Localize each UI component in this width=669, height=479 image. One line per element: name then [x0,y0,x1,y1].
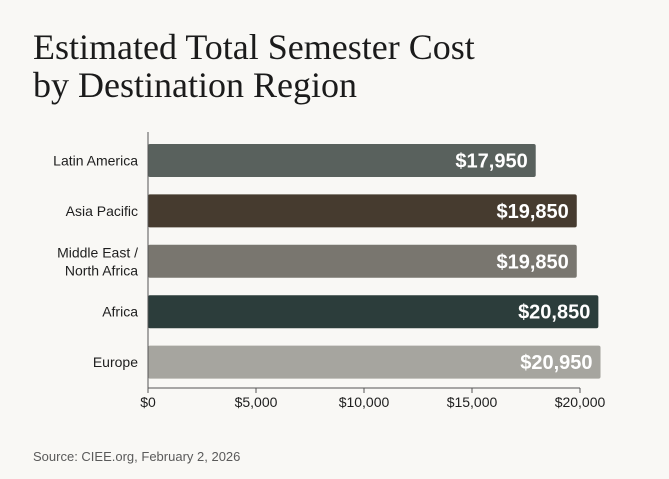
bar [148,194,577,228]
bar [148,244,577,278]
category-label: Europe [93,354,138,370]
category-label: Latin America [53,153,138,169]
x-tick-label: $20,000 [555,394,606,410]
x-tick-label: $10,000 [339,394,390,410]
bar [148,295,599,329]
bar-value-label: $19,850 [496,251,568,273]
category-label: Asia Pacific [66,203,138,219]
bar-value-label: $20,850 [518,302,590,324]
bar-value-label: $20,950 [520,352,592,374]
bar [148,345,601,379]
chart-title-line-2: by Destination Region [33,65,357,105]
x-tick-label: $15,000 [447,394,498,410]
category-label: North Africa [65,262,138,278]
category-label: Middle East / [57,244,138,260]
category-label: Africa [102,304,138,320]
x-tick-label: $5,000 [235,394,278,410]
bar-value-label: $19,850 [496,201,568,223]
x-tick-label: $0 [140,394,156,410]
bar-value-label: $17,950 [455,151,527,173]
bar [148,144,536,177]
chart-title-line-1: Estimated Total Semester Cost [33,27,475,67]
source-note: Source: CIEE.org, February 2, 2026 [33,449,241,464]
chart-title: Estimated Total Semester Cost by Destina… [33,28,475,104]
